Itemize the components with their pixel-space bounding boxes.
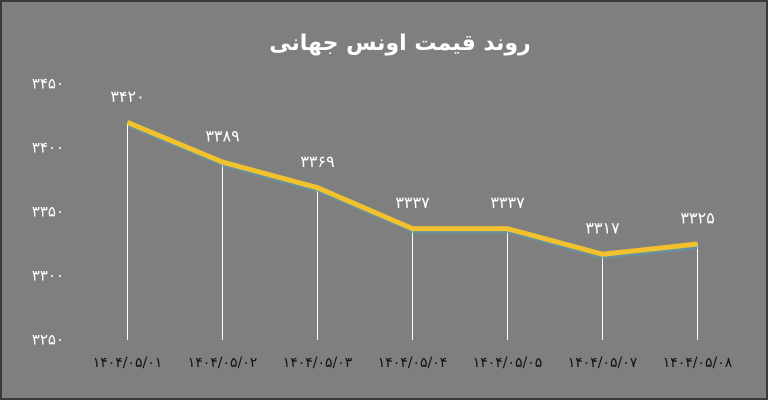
line [126, 120, 698, 257]
data-label: ۳۳۱۷ [585, 219, 620, 238]
x-tick-label: ۱۴۰۴/۰۵/۰۱ [93, 355, 163, 371]
y-tick-label: ۳۳۵۰ [32, 203, 64, 221]
x-tick-label: ۱۴۰۴/۰۵/۰۴ [378, 355, 448, 371]
chart-title: روند قیمت اونس جهانی [269, 31, 530, 56]
data-label: ۳۴۲۰ [110, 87, 144, 106]
x-tick-label: ۱۴۰۴/۰۵/۰۳ [283, 355, 353, 371]
data-label: ۳۳۲۵ [680, 209, 714, 228]
y-tick-label: ۳۲۵۰ [32, 331, 64, 349]
x-tick-label: ۱۴۰۴/۰۵/۰۵ [473, 355, 543, 371]
data-label: ۳۳۸۹ [205, 127, 239, 146]
data-label: ۳۳۳۷ [395, 193, 430, 212]
data-label: ۳۳۶۹ [300, 152, 334, 171]
x-tick-label: ۱۴۰۴/۰۵/۰۸ [663, 355, 733, 371]
x-tick-label: ۱۴۰۴/۰۵/۰۲ [188, 355, 258, 371]
line-shadow [127, 123, 699, 260]
data-label: ۳۳۳۷ [490, 193, 525, 212]
y-tick-label: ۳۴۵۰ [32, 75, 64, 93]
y-tick-label: ۳۳۰۰ [32, 267, 64, 285]
x-tick-label: ۱۴۰۴/۰۵/۰۷ [568, 355, 638, 371]
y-tick-label: ۳۴۰۰ [32, 139, 64, 157]
